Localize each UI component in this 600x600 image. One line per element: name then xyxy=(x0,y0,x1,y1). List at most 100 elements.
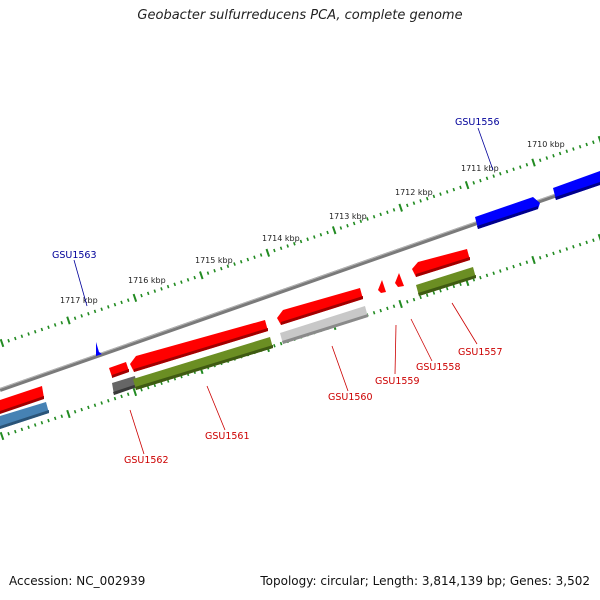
ruler-label-1710: 1710 kbp xyxy=(527,140,565,149)
ruler-minor-tick xyxy=(419,295,422,300)
ruler-minor-tick xyxy=(359,219,363,223)
gene-label-gsu1562[interactable]: GSU1562 xyxy=(124,455,169,466)
ruler-minor-tick xyxy=(47,418,50,423)
gene-label-gsu1556[interactable]: GSU1556 xyxy=(455,117,500,128)
ruler-minor-tick xyxy=(445,286,449,291)
leader-gsu1563 xyxy=(73,259,88,307)
ruler-minor-tick xyxy=(565,247,569,251)
upper-tick-ruler xyxy=(0,135,600,348)
gene-label-gsu1563[interactable]: GSU1563 xyxy=(52,250,97,261)
ruler-minor-tick xyxy=(512,167,515,172)
ruler-label-1717: 1717 kbp xyxy=(60,296,98,305)
gene-arrow-gsu1561[interactable] xyxy=(130,320,268,372)
ruler-minor-tick xyxy=(73,316,77,320)
gene-arrow-gsu1559-a[interactable] xyxy=(378,280,386,293)
ruler-minor-tick xyxy=(100,401,103,405)
gene-bar-gsu1560[interactable] xyxy=(280,306,368,344)
ruler-minor-tick xyxy=(499,269,502,273)
ruler-minor-tick xyxy=(565,149,569,154)
ruler-major-tick xyxy=(199,271,204,280)
ruler-minor-tick xyxy=(352,221,356,226)
ruler-minor-tick xyxy=(173,282,177,287)
ruler-minor-tick xyxy=(146,291,150,296)
ruler-minor-tick xyxy=(346,223,349,228)
ruler-minor-tick xyxy=(53,416,57,421)
leader-gsu1559 xyxy=(394,324,397,375)
ruler-minor-tick xyxy=(279,341,283,346)
ruler-minor-tick xyxy=(419,199,422,203)
ruler-minor-tick xyxy=(525,260,529,264)
gene-label-gsu1560[interactable]: GSU1560 xyxy=(328,392,373,403)
ruler-minor-tick xyxy=(519,165,522,169)
gene-bar-gsu1561[interactable] xyxy=(133,337,273,390)
gene-arrow-gsu1563[interactable] xyxy=(96,342,102,356)
ruler-minor-tick xyxy=(558,249,562,253)
ruler-major-tick xyxy=(66,316,71,325)
ruler-minor-tick xyxy=(253,255,256,260)
gene-arrow-gsu1557[interactable] xyxy=(412,249,470,277)
ruler-label-1715: 1715 kbp xyxy=(195,256,233,265)
ruler-minor-tick xyxy=(485,176,489,181)
leader-gsu1560 xyxy=(331,345,349,392)
gene-arrow-gsu1560[interactable] xyxy=(277,288,363,325)
ruler-minor-tick xyxy=(120,394,123,399)
gene-bar-gsu1557[interactable] xyxy=(416,267,476,296)
ruler-minor-tick xyxy=(166,284,170,289)
ruler-minor-tick xyxy=(392,208,396,212)
gene-bar-left-red[interactable] xyxy=(0,386,44,413)
ruler-minor-tick xyxy=(47,325,50,329)
ruler-label-1714: 1714 kbp xyxy=(262,234,300,243)
ruler-minor-tick xyxy=(552,251,555,256)
accession-text: Accession: NC_002939 xyxy=(9,574,146,588)
ruler-minor-tick xyxy=(80,407,83,412)
ruler-major-tick xyxy=(265,248,271,257)
ruler-minor-tick xyxy=(592,238,595,242)
ruler-major-tick xyxy=(398,203,403,212)
gene-arrow-right-blue[interactable] xyxy=(553,171,600,200)
gene-arrow-gsu1559-b[interactable] xyxy=(395,273,404,287)
ruler-minor-tick xyxy=(485,273,489,278)
ruler-minor-tick xyxy=(107,305,110,309)
gene-label-gsu1559[interactable]: GSU1559 xyxy=(375,376,420,387)
ruler-minor-tick xyxy=(366,217,369,221)
ruler-minor-tick xyxy=(40,327,44,332)
ruler-minor-tick xyxy=(552,154,555,158)
ruler-minor-tick xyxy=(146,385,150,390)
gene-label-gsu1557[interactable]: GSU1557 xyxy=(458,347,503,358)
ruler-minor-tick xyxy=(578,242,582,247)
ruler-minor-tick xyxy=(379,308,382,313)
ruler-minor-tick xyxy=(73,410,77,414)
ruler-minor-tick xyxy=(545,253,549,258)
ruler-major-tick xyxy=(464,180,470,190)
ruler-minor-tick xyxy=(14,336,17,341)
ruler-minor-tick xyxy=(459,185,462,190)
ruler-label-1712: 1712 kbp xyxy=(395,188,433,197)
gene-arrow-gsu1556[interactable] xyxy=(475,197,540,229)
ruler-minor-tick xyxy=(319,232,323,237)
ruler-minor-tick xyxy=(20,334,24,338)
ruler-minor-tick xyxy=(479,178,482,183)
gene-arrow-gsu1562[interactable] xyxy=(109,362,129,377)
ruler-major-tick xyxy=(597,135,600,144)
ruler-minor-tick xyxy=(7,338,10,343)
gene-label-gsu1561[interactable]: GSU1561 xyxy=(205,431,250,442)
ruler-minor-tick xyxy=(472,181,476,185)
leader-gsu1557 xyxy=(451,302,478,345)
ruler-minor-tick xyxy=(60,320,64,325)
ruler-minor-tick xyxy=(126,298,130,302)
ruler-minor-tick xyxy=(33,423,37,427)
ruler-minor-tick xyxy=(140,293,143,298)
ruler-minor-tick xyxy=(512,264,515,269)
ruler-minor-tick xyxy=(572,147,575,151)
ruler-minor-tick xyxy=(386,306,389,311)
ruler-minor-tick xyxy=(113,396,117,401)
ruler-minor-tick xyxy=(452,284,456,289)
ruler-minor-tick xyxy=(425,196,429,201)
ruler-minor-tick xyxy=(226,264,230,269)
ruler-minor-tick xyxy=(412,297,416,302)
genome-summary-text: Topology: circular; Length: 3,814,139 bp… xyxy=(260,574,590,588)
gene-label-gsu1558[interactable]: GSU1558 xyxy=(416,362,461,373)
ruler-minor-tick xyxy=(505,169,509,174)
ruler-minor-tick xyxy=(14,429,17,434)
ruler-minor-tick xyxy=(592,140,595,145)
